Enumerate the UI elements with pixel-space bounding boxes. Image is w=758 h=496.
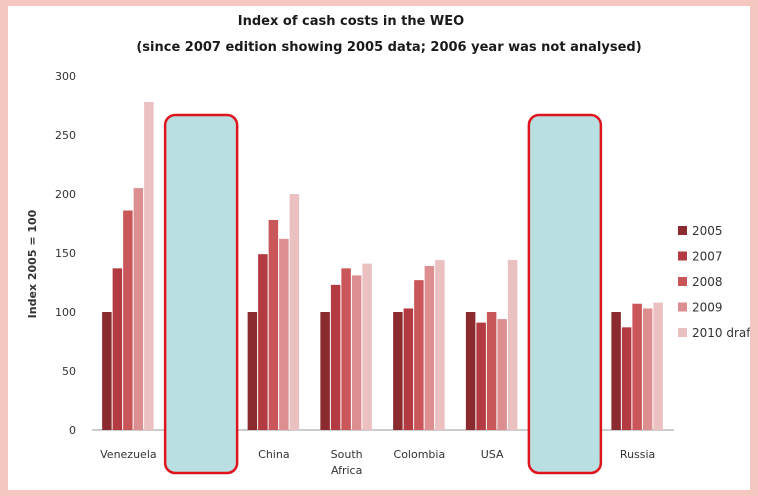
legend-label: 2009 <box>692 301 723 315</box>
bar <box>435 260 445 430</box>
bar <box>486 312 497 430</box>
bar <box>268 219 279 430</box>
bars-group <box>102 101 663 431</box>
bar <box>497 319 507 430</box>
bar <box>424 265 435 430</box>
y-tick-label: 50 <box>62 365 76 378</box>
chart-frame: Index of cash costs in the WEO (since 20… <box>8 6 750 490</box>
chart-title: Index of cash costs in the WEO <box>238 14 464 29</box>
legend-swatch <box>678 328 687 337</box>
bar <box>393 312 403 430</box>
x-tick-label: South Africa <box>331 448 363 477</box>
bar <box>112 268 123 430</box>
legend-swatch <box>678 277 687 286</box>
y-tick-label: 200 <box>55 188 76 201</box>
bar <box>123 210 133 430</box>
bar <box>279 238 289 430</box>
bar <box>320 312 330 430</box>
bar-chart: Index of cash costs in the WEO (since 20… <box>26 14 750 477</box>
bar <box>414 280 424 430</box>
bar <box>247 312 258 430</box>
legend-swatch <box>678 226 687 235</box>
redaction-overlays <box>163 113 603 475</box>
bar <box>611 312 621 430</box>
bar <box>362 263 372 430</box>
bar <box>403 308 414 430</box>
legend-label: 2007 <box>692 250 723 264</box>
legend-label: 2008 <box>692 275 723 289</box>
x-tick-label: Venezuela <box>100 448 157 461</box>
legend-swatch <box>678 251 687 261</box>
legend-swatch <box>678 302 687 312</box>
bar <box>465 312 476 430</box>
bar <box>289 194 300 430</box>
x-tick-label: Colombia <box>394 448 446 461</box>
y-tick-label: 100 <box>55 306 76 319</box>
bar <box>507 260 518 430</box>
y-tick-label: 0 <box>69 424 76 437</box>
bar <box>258 254 268 430</box>
legend: 2005 2007 2008 2009 2010 draft <box>678 224 750 340</box>
x-tick-label: China <box>258 448 289 461</box>
legend-label: 2010 draft <box>692 326 750 340</box>
y-axis-title: Index 2005 = 100 <box>26 209 39 318</box>
bar <box>632 303 642 430</box>
redaction-box <box>527 113 603 475</box>
redaction-box <box>163 113 239 475</box>
y-tick-label: 250 <box>55 129 76 142</box>
chart-subtitle: (since 2007 edition showing 2005 data; 2… <box>136 40 641 55</box>
y-tick-label: 300 <box>55 70 76 83</box>
bar <box>476 322 486 430</box>
bar <box>330 284 341 430</box>
bar <box>351 275 362 430</box>
x-tick-label: Russia <box>620 448 655 461</box>
bar <box>341 268 351 430</box>
bar <box>653 302 663 430</box>
bar <box>144 101 154 431</box>
bar <box>133 188 144 430</box>
bar <box>621 327 632 430</box>
legend-label: 2005 <box>692 224 723 238</box>
bar <box>642 308 653 430</box>
y-tick-label: 150 <box>55 247 76 260</box>
x-tick-label: USA <box>481 448 504 461</box>
bar <box>102 312 112 430</box>
x-tick-labels: Venezuela China South Africa Colombia USA Russ… <box>100 448 655 477</box>
